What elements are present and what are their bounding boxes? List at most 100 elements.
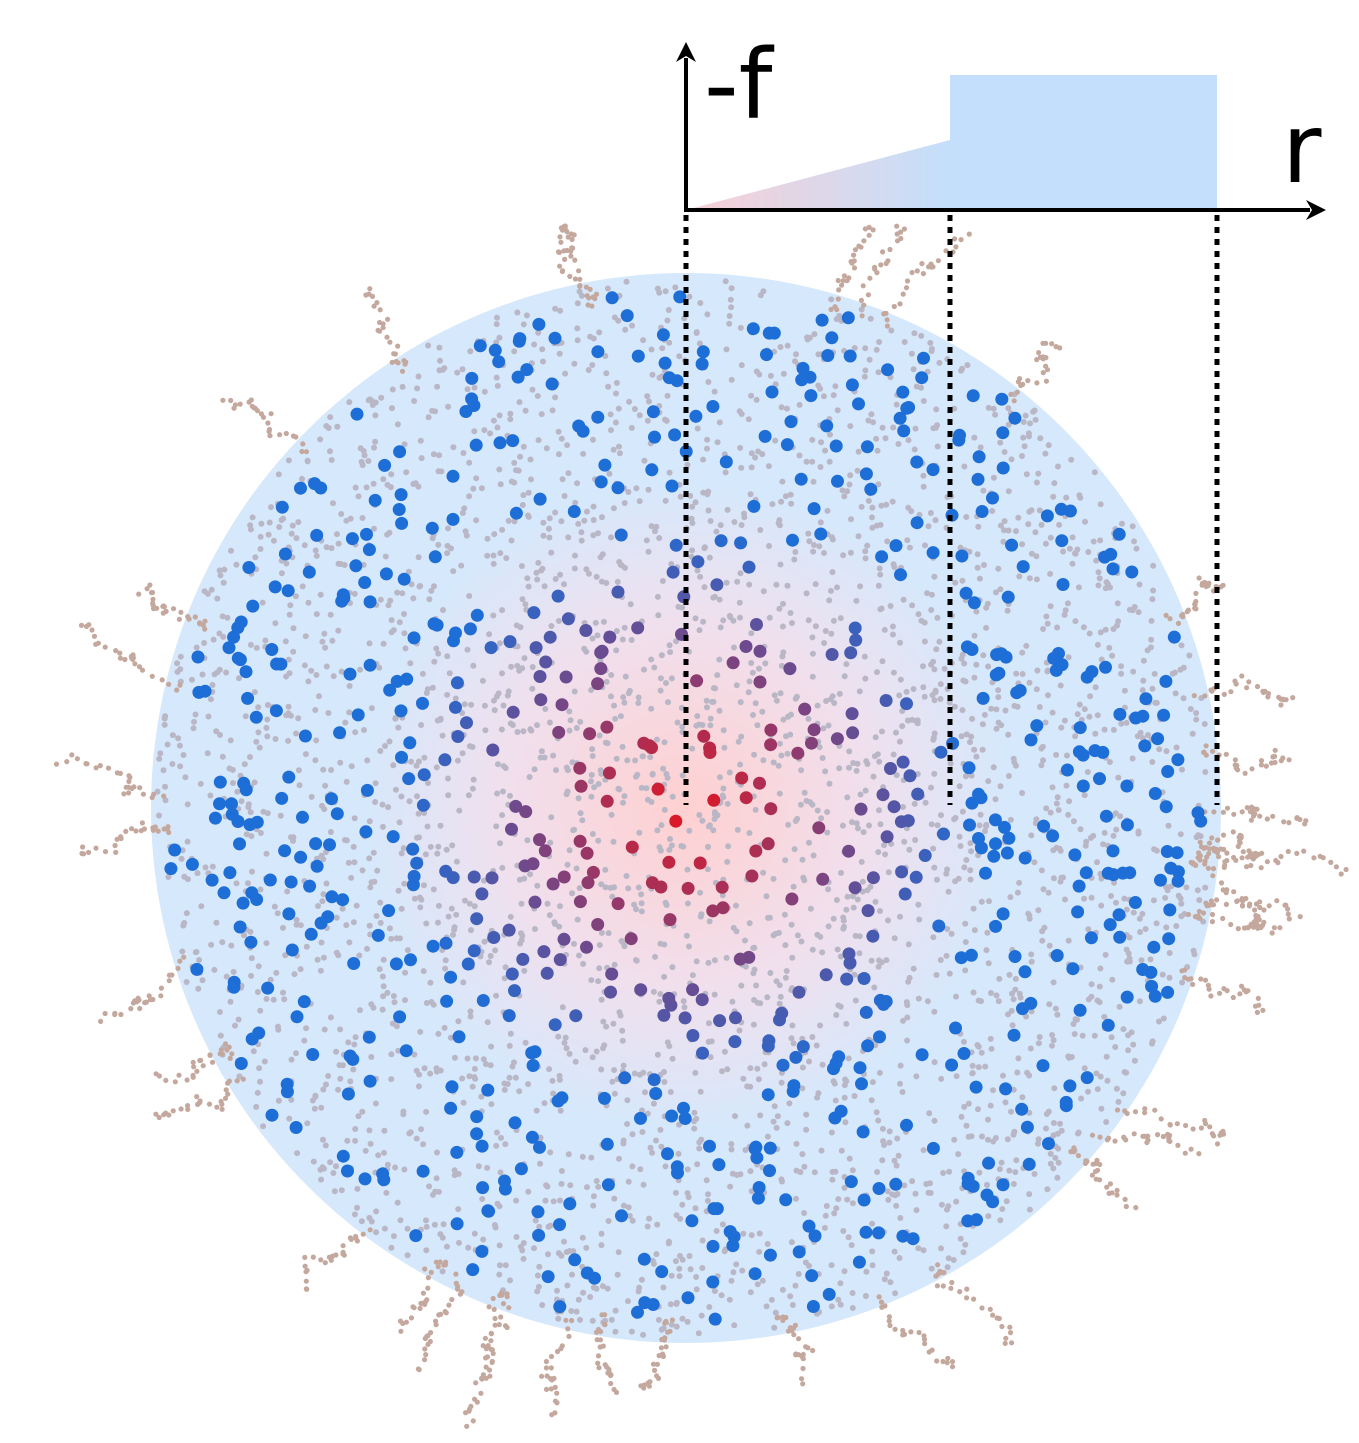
- particle: [1063, 504, 1077, 518]
- particle: [627, 601, 634, 608]
- particle: [646, 398, 652, 405]
- particle: [522, 1039, 529, 1046]
- particle: [371, 928, 385, 942]
- particle: [859, 467, 873, 481]
- particle: [1249, 766, 1255, 772]
- particle: [309, 1097, 316, 1104]
- particle: [590, 503, 597, 510]
- particle: [285, 943, 299, 957]
- particle: [391, 999, 398, 1006]
- particle: [913, 718, 920, 724]
- particle: [1187, 706, 1194, 712]
- particle: [394, 421, 401, 428]
- particle: [825, 331, 839, 345]
- particle: [1003, 1335, 1009, 1341]
- particle: [330, 807, 344, 821]
- particle: [859, 313, 865, 319]
- particle: [1165, 822, 1172, 829]
- particle: [517, 453, 523, 460]
- particle: [475, 1163, 482, 1170]
- particle: [984, 1181, 990, 1188]
- particle: [1050, 493, 1057, 500]
- particle: [1246, 679, 1252, 685]
- particle: [181, 873, 188, 880]
- particle: [719, 1221, 726, 1228]
- particle: [1223, 890, 1229, 896]
- particle: [572, 499, 579, 506]
- particle: [575, 795, 582, 802]
- particle: [1120, 1090, 1127, 1097]
- particle: [492, 1315, 498, 1322]
- particle: [622, 326, 629, 333]
- particle: [1098, 1105, 1105, 1112]
- particle: [615, 1209, 628, 1223]
- particle: [1045, 442, 1052, 449]
- particle: [434, 850, 441, 857]
- particle: [1231, 811, 1237, 817]
- particle: [1193, 716, 1200, 723]
- particle: [597, 1337, 604, 1343]
- particle: [231, 651, 245, 665]
- particle: [265, 420, 271, 426]
- particle: [566, 847, 573, 854]
- particle: [280, 1077, 294, 1091]
- particle: [1159, 971, 1166, 978]
- particle: [417, 768, 431, 782]
- particle: [428, 999, 435, 1005]
- particle: [184, 1077, 190, 1083]
- particle: [1250, 813, 1257, 819]
- particle: [881, 1276, 888, 1283]
- particle: [639, 753, 646, 760]
- particle: [847, 423, 854, 430]
- particle: [986, 898, 992, 905]
- particle: [689, 547, 696, 554]
- particle: [826, 597, 833, 604]
- particle: [918, 384, 924, 391]
- particle: [454, 369, 461, 376]
- particle: [569, 245, 575, 251]
- particle: [595, 978, 602, 985]
- particle: [505, 517, 512, 524]
- particle: [1211, 1133, 1217, 1139]
- particle: [876, 807, 882, 814]
- particle: [1096, 999, 1103, 1006]
- particle: [1110, 832, 1117, 839]
- particle: [561, 248, 567, 254]
- particle: [964, 362, 971, 369]
- particle: [123, 828, 129, 835]
- particle: [400, 845, 407, 852]
- particle: [898, 235, 904, 242]
- particle: [314, 956, 321, 963]
- particle: [620, 309, 634, 323]
- particle: [1186, 652, 1193, 659]
- particle: [648, 430, 661, 444]
- particle: [370, 1004, 377, 1011]
- particle: [421, 754, 428, 761]
- particle: [570, 1248, 577, 1255]
- particle: [1220, 809, 1226, 815]
- particle: [588, 778, 594, 785]
- particle: [1005, 731, 1012, 738]
- particle: [1097, 501, 1104, 508]
- particle: [841, 923, 847, 930]
- particle: [496, 466, 503, 473]
- particle: [303, 1269, 309, 1275]
- particle: [334, 423, 341, 430]
- particle: [993, 589, 999, 596]
- particle: [420, 1141, 427, 1148]
- particle: [1145, 979, 1159, 993]
- particle: [438, 468, 445, 475]
- particle: [724, 800, 731, 807]
- particle: [612, 419, 619, 426]
- particle: [992, 411, 999, 418]
- particle: [855, 1077, 868, 1091]
- particle: [302, 565, 316, 579]
- particle: [662, 991, 676, 1005]
- particle: [1248, 862, 1254, 869]
- particle: [965, 1100, 972, 1107]
- particle: [569, 236, 575, 243]
- particle: [930, 736, 937, 743]
- particle: [1257, 899, 1263, 905]
- particle: [856, 1125, 870, 1139]
- particle: [160, 610, 166, 616]
